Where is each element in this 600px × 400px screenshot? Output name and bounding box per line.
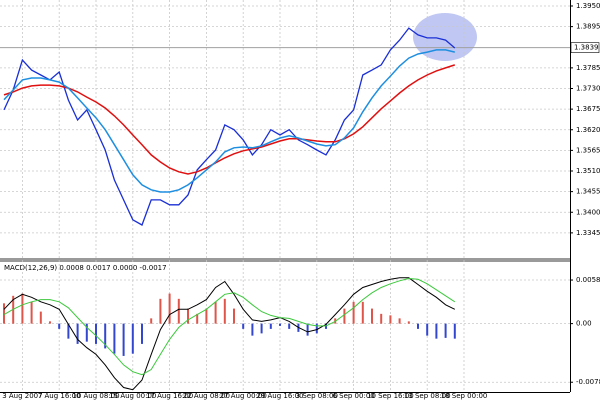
x-tick-label: 18 Sep 00:00 [441,392,488,400]
histogram-bar [288,323,291,329]
y-tick-label: 1.3950 [576,2,600,10]
histogram-bar [435,323,438,339]
y-tick-label: 1.3510 [576,167,600,175]
histogram-bar [113,323,116,354]
histogram-bar [453,323,456,339]
histogram-bar [233,308,235,324]
y-tick-label: -0.0078 [576,378,600,386]
histogram-bar [104,323,107,349]
x-tick-label: 13 Sep 08:00 [404,392,451,400]
histogram-bar [371,308,373,324]
y-tick-label: 0.0058 [576,276,600,284]
histogram-bar [30,301,33,324]
macd-title: MACD(12,26,9) 0.0008 0.0017 0.0000 -0.00… [4,264,167,272]
histogram-bar [251,323,254,336]
histogram-bar [315,323,318,334]
histogram-bar [269,323,272,329]
x-tick-label: 7 Aug 16:00 [38,392,81,400]
histogram-bar [214,301,217,324]
panel-separator [0,258,570,262]
histogram-bar [223,298,226,324]
histogram-bar [389,315,392,324]
x-tick-label: 3 Sep 08:00 [296,392,338,400]
histogram-bar [196,313,199,324]
histogram-bar [49,321,51,324]
histogram-bar [67,323,70,339]
histogram-bar [58,323,61,329]
x-tick-label: 10 Aug 08:00 [72,392,119,400]
y-tick-label: 0.00 [576,320,592,328]
x-tick-label: 6 Sep 00:00 [332,392,374,400]
y-tick-label: 1.3345 [576,229,600,237]
highlight-ellipse [413,13,477,61]
x-tick-label: 29 Aug 16:00 [256,392,303,400]
y-tick-label: 1.3730 [576,85,600,93]
y-tick-label: 1.3400 [576,208,600,216]
x-tick-label: 17 Aug 16:00 [146,392,193,400]
x-tick-label: 3 Aug 2007 [2,392,42,400]
histogram-bar [306,323,309,336]
histogram-bar [122,323,125,356]
series-line [3,277,456,391]
histogram-bar [361,301,364,324]
series-line [3,277,456,376]
histogram-bar [39,311,42,324]
x-tick-label: 27 Aug 00:00 [220,392,267,400]
histogram-bar [95,323,97,344]
x-tick-label: 15 Aug 00:00 [109,392,156,400]
histogram-bar [141,323,143,344]
y-tick-label: 1.3675 [576,105,600,113]
current-price-box [570,42,600,53]
series-line [3,27,456,226]
series-line [3,49,455,193]
histogram-bar [205,308,208,324]
y-tick-label: 1.3895 [576,23,600,31]
histogram-bar [242,323,245,329]
x-tick-label: 22 Aug 08:00 [183,392,230,400]
histogram-bar [352,301,355,324]
histogram-bar [21,293,24,324]
y-tick-label: 1.3565 [576,146,600,154]
y-tick-label: 1.3785 [576,64,600,72]
histogram-bar [417,323,419,329]
histogram-bar [343,308,346,324]
histogram-bar [150,318,153,324]
histogram-bar [187,308,189,324]
y-tick-label: 1.3620 [576,126,600,134]
histogram-bar [177,298,180,324]
histogram-bar [380,313,383,324]
y-tick-label: 1.3455 [576,188,600,196]
histogram-bar [444,323,447,338]
histogram-bar [85,323,88,342]
histogram-bar [76,323,79,344]
histogram-bar [407,321,410,324]
histogram-bar [168,293,171,324]
histogram-bar [131,323,134,354]
series-line [3,64,456,175]
histogram-bar [398,318,401,324]
histogram-bar [279,323,281,326]
x-tick-label: 10 Sep 16:00 [367,392,414,400]
histogram-bar [3,303,5,324]
histogram-bar [260,323,263,334]
histogram-bar [159,298,162,324]
current-price-label: 1.3839 [574,44,599,52]
histogram-bar [426,323,429,336]
